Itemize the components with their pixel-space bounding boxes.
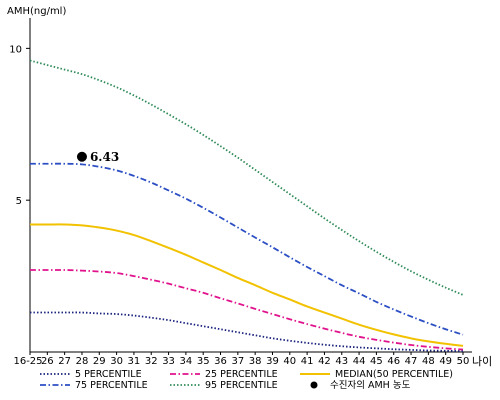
x-tick-label: 32 [145, 356, 158, 367]
legend-label: 5 PERCENTILE [75, 369, 142, 380]
x-axis-label: 나이 [472, 355, 492, 368]
x-tick-label: 29 [93, 356, 106, 367]
patient-amh-point [76, 151, 87, 162]
x-tick-label: 30 [110, 356, 123, 367]
y-axis-ticks: 5 10 [9, 44, 30, 207]
x-tick-label: 26 [41, 356, 54, 367]
x-tick-label: 39 [266, 356, 279, 367]
legend-label: 95 PERCENTILE [205, 380, 278, 391]
x-tick-label: 45 [370, 356, 383, 367]
x-tick-label: 46 [387, 356, 400, 367]
x-tick-label: 41 [301, 356, 314, 367]
x-tick-label: 35 [197, 356, 210, 367]
patient-amh-value-label: 6.43 [90, 150, 119, 164]
x-tick-label: 38 [249, 356, 262, 367]
x-tick-label: 43 [335, 356, 348, 367]
x-tick-label: 42 [318, 356, 331, 367]
legend-label: 75 PERCENTILE [75, 380, 148, 391]
x-tick-label: 40 [283, 356, 296, 367]
x-tick-label: 27 [58, 356, 71, 367]
legend-marker-swatch [310, 381, 318, 389]
x-tick-label: 33 [162, 356, 175, 367]
y-axis-label: AMH(ng/ml) [7, 6, 66, 17]
x-tick-label: 48 [422, 356, 435, 367]
legend-label: MEDIAN(50 PERCENTILE) [335, 369, 453, 380]
series-line-median-50-percentile [30, 223, 464, 347]
x-tick-label: 50 [457, 356, 470, 367]
series-line-95-percentile [29, 59, 464, 296]
legend: 5 PERCENTILE 25 PERCENTILE MEDIAN(50 PERCE… [40, 369, 453, 391]
x-tick-label: 34 [180, 356, 193, 367]
x-tick-label: 28 [76, 356, 89, 367]
x-tick-label: 49 [439, 356, 452, 367]
x-tick-label: 47 [405, 356, 418, 367]
series-layer [29, 59, 464, 352]
x-tick-label: 37 [231, 356, 244, 367]
x-tick-label: 16-25 [13, 356, 42, 367]
y-tick-label: 5 [16, 196, 22, 207]
x-tick-label: 44 [353, 356, 366, 367]
series-line-75-percentile [30, 162, 464, 336]
legend-label: 25 PERCENTILE [205, 369, 278, 380]
marker-layer: 6.43 [76, 150, 119, 164]
series-line-5-percentile [30, 311, 464, 352]
x-tick-label: 31 [128, 356, 141, 367]
y-tick-label: 10 [9, 44, 22, 55]
legend-marker-label: 수진자의 AMH 농도 [330, 380, 411, 391]
series-line-25-percentile [30, 269, 464, 351]
x-tick-label: 36 [214, 356, 227, 367]
